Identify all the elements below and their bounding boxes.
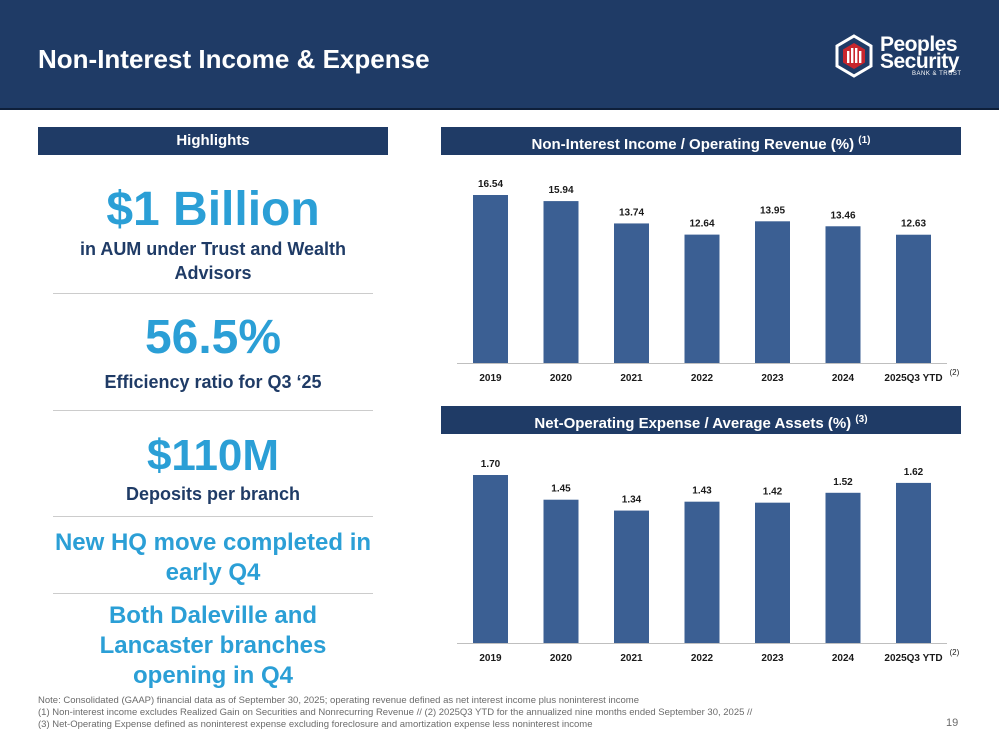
chart1-container: 16.54 2019 15.94 2020 13.74 2021 12.64 2022 13.9… [441, 165, 961, 395]
chart1-value-label: 12.64 [689, 219, 714, 230]
highlight-efficiency-caption: Efficiency ratio for Q3 ‘25 [104, 372, 322, 392]
highlight-efficiency: 56.5% Efficiency ratio for Q3 ‘25 [53, 310, 373, 394]
chart2-value-label: 1.70 [481, 459, 501, 470]
chart2-tick-label: 2021 [620, 653, 643, 664]
chart2-container: 1.70 2019 1.45 2020 1.34 2021 1.43 2022 1.42 2023… [441, 445, 961, 675]
chart2-value-label: 1.62 [904, 467, 924, 478]
chart1-tick-label: 2022 [691, 373, 714, 384]
chart1-bar [473, 195, 508, 363]
highlights-header: Highlights [38, 127, 388, 155]
logo-text-peoples: Peoples [880, 33, 958, 56]
chart2-bar [825, 492, 861, 643]
chart1-value-label: 12.63 [901, 219, 926, 230]
chart2-bar [684, 501, 720, 643]
logo-hexagon-icon [835, 34, 873, 78]
logo-subtitle: BANK & TRUST [912, 71, 962, 77]
highlight-aum: $1 Billion in AUM under Trust and Wealth… [53, 183, 373, 285]
chart2-plot: 1.70 2019 1.45 2020 1.34 2021 1.43 2022 1.42 2023… [457, 459, 960, 664]
footnote-line: (3) Net-Operating Expense defined as non… [38, 719, 593, 730]
chart1-value-label: 13.46 [830, 210, 855, 221]
chart2-tick-label: 2025Q3 YTD [884, 653, 942, 664]
chart1-value-label: 13.95 [760, 205, 785, 216]
highlight-aum-value: $1 Billion [106, 183, 320, 236]
chart1-value-label: 15.94 [548, 185, 573, 196]
chart2-title: Net-Operating Expense / Average Assets (… [534, 415, 852, 432]
chart2-header: Net-Operating Expense / Average Assets (… [441, 406, 961, 434]
chart1-bar [614, 223, 649, 363]
chart1-tick-label: 2024 [832, 373, 855, 384]
highlights-title: Highlights [176, 132, 250, 149]
logo-text-security: Security [880, 50, 959, 73]
chart2-value-label: 1.43 [692, 486, 712, 497]
chart1-bar [684, 234, 720, 363]
highlight-hq-note: New HQ move completed in early Q4 [54, 529, 372, 586]
chart1-bar [896, 234, 931, 363]
highlight-deposits-value: $110M [146, 431, 280, 480]
highlight-deposits-caption: Deposits per branch [125, 484, 301, 504]
chart1-value-label: 16.54 [478, 179, 503, 190]
title-banner: Non-Interest Income & Expense Peoples Se… [0, 0, 999, 110]
chart2-tick-label: 2019 [479, 653, 502, 664]
chart2-bar [896, 482, 931, 643]
chart2-value-label: 1.34 [622, 495, 642, 506]
chart1-title-note: (1) [858, 135, 871, 146]
chart2-tick-label: 2024 [832, 653, 855, 664]
chart1-value-label: 13.74 [619, 207, 644, 218]
chart1-tick-label: 2020 [550, 373, 573, 384]
chart2-tick-label: 2020 [550, 653, 573, 664]
divider [53, 516, 373, 517]
page-number: 19 [946, 717, 959, 729]
divider [53, 410, 373, 411]
chart1-category-note: (2) [950, 368, 960, 377]
page-title: Non-Interest Income & Expense [38, 44, 430, 74]
highlight-deposits: $110M Deposits per branch [53, 430, 373, 506]
chart2-bar [614, 510, 649, 643]
chart2-bar [755, 502, 790, 643]
chart1-bar [543, 201, 579, 363]
highlight-branches-note: Both Daleville and Lancaster branches op… [99, 602, 327, 689]
chart1-plot: 16.54 2019 15.94 2020 13.74 2021 12.64 2022 13.9… [457, 179, 960, 384]
divider [53, 593, 373, 594]
chart1-bar [755, 221, 790, 363]
chart2-value-label: 1.42 [763, 487, 783, 498]
chart1-tick-label: 2019 [479, 373, 502, 384]
company-logo: Peoples Security BANK & TRUST [834, 34, 984, 80]
chart2-bar [473, 475, 508, 643]
footnote-line: (1) Non-interest income excludes Realize… [38, 707, 753, 718]
highlight-efficiency-value: 56.5% [144, 311, 282, 364]
chart1-tick-label: 2025Q3 YTD [884, 373, 942, 384]
footnotes: Note: Consolidated (GAAP) financial data… [38, 695, 918, 731]
chart1-title: Non-Interest Income / Operating Revenue … [531, 136, 855, 153]
highlight-aum-caption: in AUM under Trust and Wealth Advisors [79, 239, 346, 283]
chart1-tick-label: 2021 [620, 373, 643, 384]
chart2-tick-label: 2022 [691, 653, 714, 664]
divider [53, 293, 373, 294]
chart2-value-label: 1.52 [833, 477, 853, 488]
chart1-tick-label: 2023 [761, 373, 784, 384]
chart2-category-note: (2) [950, 648, 960, 657]
chart2-bar [543, 499, 579, 643]
chart2-tick-label: 2023 [761, 653, 784, 664]
chart2-title-note: (3) [855, 414, 868, 425]
chart1-header: Non-Interest Income / Operating Revenue … [441, 127, 961, 155]
footnote-line: Note: Consolidated (GAAP) financial data… [38, 695, 639, 706]
chart2-value-label: 1.45 [551, 484, 571, 495]
chart1-bar [825, 226, 861, 363]
